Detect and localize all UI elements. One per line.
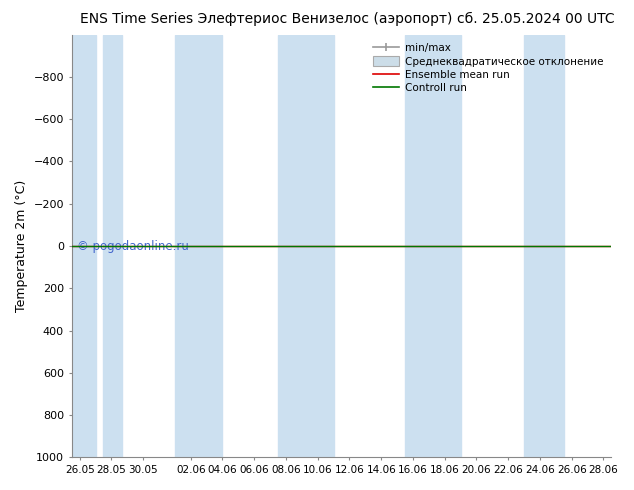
Bar: [175, 35, 223, 457]
Bar: [72, 35, 96, 457]
Text: сб. 25.05.2024 00 UTC: сб. 25.05.2024 00 UTC: [457, 12, 615, 26]
Legend: min/max, Среднеквадратическое отклонение, Ensemble mean run, Controll run: min/max, Среднеквадратическое отклонение…: [370, 40, 606, 97]
Bar: [405, 35, 460, 457]
Bar: [278, 35, 333, 457]
Text: © pogodaonline.ru: © pogodaonline.ru: [77, 240, 189, 253]
Bar: [103, 35, 122, 457]
Y-axis label: Temperature 2m (°C): Temperature 2m (°C): [15, 180, 28, 312]
Text: ENS Time Series Элефтериос Венизелос (аэропорт): ENS Time Series Элефтериос Венизелос (аэ…: [80, 12, 453, 26]
Bar: [524, 35, 564, 457]
